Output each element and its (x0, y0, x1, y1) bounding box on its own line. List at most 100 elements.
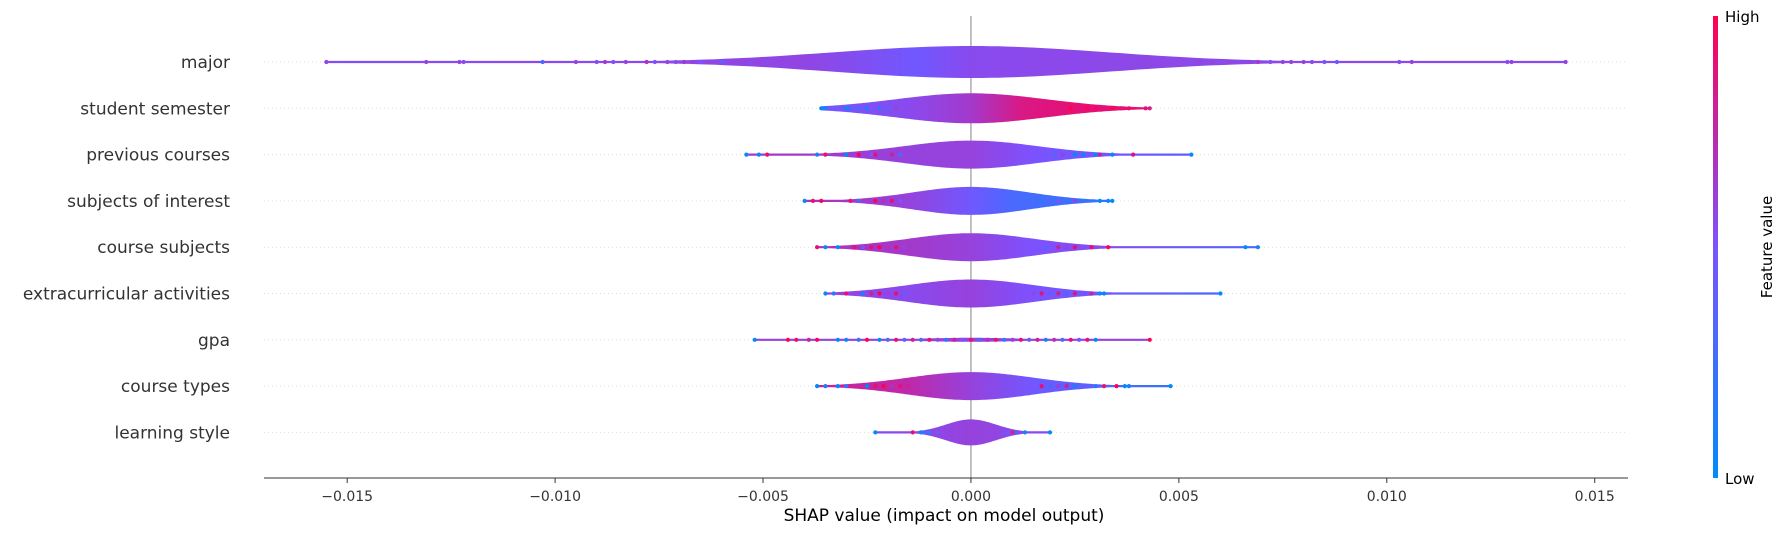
shap-point (873, 384, 878, 389)
x-tick-label: −0.005 (737, 489, 789, 505)
shap-point (1097, 291, 1102, 296)
shap-point (864, 106, 870, 111)
shap-point (881, 198, 886, 203)
shap-point (860, 291, 865, 296)
shap-point (1081, 152, 1086, 157)
shap-point (1014, 430, 1019, 435)
shap-point (898, 152, 903, 157)
shap-point (848, 198, 853, 203)
shap-point (1052, 337, 1057, 342)
shap-point (1097, 152, 1102, 157)
shap-point (869, 245, 874, 250)
shap-point (960, 337, 965, 342)
shap-point (1334, 59, 1340, 65)
shap-point (823, 106, 828, 111)
shap-point (723, 59, 728, 65)
shap-point (1072, 291, 1078, 296)
shap-point (1255, 59, 1260, 65)
x-tick-label: 0.015 (1575, 489, 1615, 505)
shap-point (1081, 384, 1086, 389)
shap-point (968, 337, 974, 342)
shap-point (1309, 59, 1315, 65)
shap-point (1068, 337, 1073, 342)
shap-point (885, 337, 890, 342)
shap-point (952, 337, 957, 342)
shap-point (1052, 152, 1057, 157)
shap-point (1072, 152, 1078, 157)
shap-point (860, 245, 865, 250)
shap-point (1147, 337, 1152, 342)
shap-point (877, 291, 882, 296)
shap-point (731, 59, 737, 65)
shap-point (1126, 384, 1132, 389)
shap-point (461, 59, 466, 65)
shap-point (424, 59, 429, 65)
shap-point (869, 291, 874, 296)
shap-point (1027, 337, 1032, 342)
violin-shape (746, 140, 1192, 169)
shap-point (835, 337, 840, 342)
shap-point (652, 59, 658, 65)
shap-point (835, 384, 840, 389)
shap-point (935, 337, 940, 342)
colorbar-gradient (1713, 16, 1718, 478)
violin-shape (825, 279, 1221, 308)
shap-point (719, 59, 724, 65)
shap-point (785, 337, 791, 342)
shap-point (844, 291, 849, 296)
shap-point (898, 198, 903, 203)
shap-point (977, 337, 982, 342)
x-tick-label: 0.010 (1367, 489, 1407, 505)
shap-point (752, 337, 757, 342)
shap-point (927, 337, 932, 342)
shap-point (673, 59, 678, 65)
shap-point (1039, 291, 1044, 296)
shap-point (819, 198, 824, 203)
shap-point (1397, 59, 1402, 65)
shap-point (1085, 337, 1090, 342)
shap-point (1093, 337, 1098, 342)
feature-label: subjects of interest (67, 192, 230, 212)
shap-point (573, 59, 578, 65)
shap-point (602, 59, 608, 65)
shap-point (885, 245, 890, 250)
shap-point (1076, 106, 1082, 111)
shap-point (1247, 59, 1252, 65)
violin-shape (821, 93, 1150, 124)
shap-point (1043, 337, 1048, 342)
shap-point (885, 291, 890, 296)
shap-point (893, 337, 899, 342)
shap-point (765, 152, 770, 157)
shap-point (690, 59, 695, 65)
shap-point (740, 59, 745, 65)
shap-point (918, 337, 924, 342)
shap-point (873, 198, 878, 203)
shap-point (1072, 245, 1078, 250)
shap-point (906, 198, 911, 203)
data-points (324, 59, 1568, 435)
feature-label: learning style (114, 423, 230, 443)
shap-point (1039, 198, 1044, 203)
shap-point (873, 430, 878, 435)
shap-point (1047, 198, 1053, 203)
shap-point (1006, 430, 1011, 435)
shap-point (889, 384, 895, 389)
shap-point (877, 337, 882, 342)
shap-point (1101, 291, 1107, 296)
shap-point (814, 245, 820, 250)
shap-point (756, 59, 761, 65)
shap-point (935, 430, 940, 435)
shap-point (923, 430, 928, 435)
violin-shape (817, 372, 1171, 401)
shap-point (698, 59, 703, 65)
shap-point (1047, 430, 1053, 435)
shap-point (1226, 59, 1231, 65)
shap-point (893, 245, 899, 250)
shap-point (1018, 337, 1023, 342)
shap-point (1189, 152, 1194, 157)
shap-point (1301, 59, 1306, 65)
shap-point (1043, 245, 1048, 250)
violin-shape (326, 46, 1566, 78)
shap-point (1101, 384, 1107, 389)
